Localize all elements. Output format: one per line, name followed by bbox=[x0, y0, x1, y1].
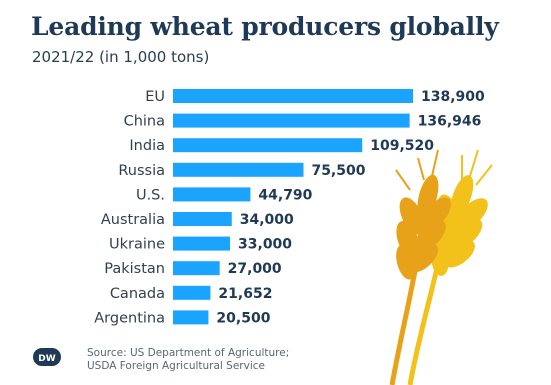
bar bbox=[173, 187, 251, 202]
category-label: Ukraine bbox=[109, 237, 165, 253]
category-label: Australia bbox=[101, 212, 165, 228]
bar bbox=[173, 138, 363, 153]
category-label: U.S. bbox=[136, 187, 165, 203]
value-label: 136,946 bbox=[418, 114, 482, 130]
value-label: 44,790 bbox=[258, 187, 312, 203]
source-line-2: USDA Foreign Agricultural Service bbox=[87, 360, 265, 372]
bar bbox=[173, 236, 231, 251]
bar bbox=[173, 89, 413, 103]
value-label: 138,900 bbox=[421, 89, 485, 105]
value-label: 21,652 bbox=[218, 286, 272, 302]
bar bbox=[173, 162, 304, 177]
bar bbox=[173, 212, 232, 226]
bar bbox=[173, 285, 211, 300]
category-label: Russia bbox=[118, 163, 165, 179]
value-label: 33,000 bbox=[238, 237, 292, 253]
dw-logo: DW bbox=[33, 348, 61, 366]
bar bbox=[173, 113, 410, 128]
value-label: 75,500 bbox=[311, 163, 365, 179]
category-label: India bbox=[129, 138, 165, 154]
value-label: 27,000 bbox=[228, 261, 282, 277]
svg-text:DW: DW bbox=[38, 354, 55, 364]
bar bbox=[173, 310, 209, 325]
value-label: 34,000 bbox=[240, 212, 294, 228]
category-label: EU bbox=[145, 89, 165, 105]
bar bbox=[173, 261, 220, 276]
source-note: Source: US Department of Agriculture; US… bbox=[87, 347, 289, 373]
category-label: Argentina bbox=[94, 310, 165, 326]
chart-subtitle: 2021/22 (in 1,000 tons) bbox=[32, 48, 210, 66]
category-label: China bbox=[124, 114, 165, 130]
value-label: 20,500 bbox=[216, 310, 270, 326]
source-line-1: Source: US Department of Agriculture; bbox=[87, 347, 290, 359]
chart-title: Leading wheat producers globally bbox=[31, 12, 499, 41]
value-label: 109,520 bbox=[370, 138, 434, 154]
category-label: Pakistan bbox=[104, 261, 165, 277]
category-label: Canada bbox=[110, 286, 165, 302]
